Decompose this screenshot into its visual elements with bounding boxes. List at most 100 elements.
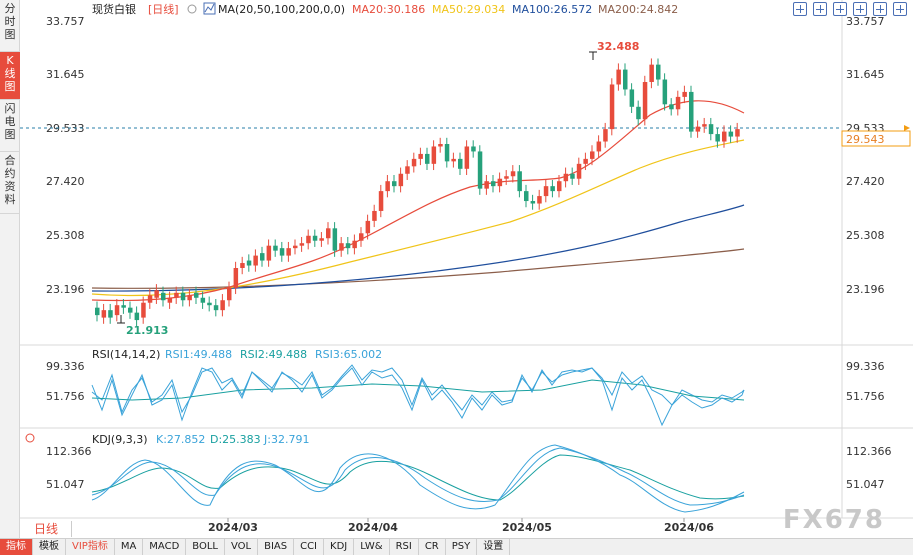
rsi-tick-right: 99.336 [846, 360, 885, 373]
tab-timeshare[interactable]: 分 时 图 [0, 0, 20, 52]
candle-body [279, 248, 285, 256]
candle-body [537, 196, 542, 204]
right-price-tick: 27.420 [846, 175, 885, 188]
candle-body [95, 307, 100, 316]
candle-body [576, 163, 582, 179]
ma20-line [91, 100, 745, 302]
chart-type-sidebar: 分 时 图 K 线 图 闪 电 图 合 约 资 料 [0, 0, 20, 538]
right-price-tick: 23.196 [846, 283, 885, 296]
left-price-tick: 23.196 [46, 283, 85, 296]
date-label: 2024/05 [502, 521, 552, 534]
candle-body [590, 151, 595, 159]
tab-settings[interactable]: 设置 [477, 539, 511, 555]
candle-body [385, 181, 390, 192]
tab-bias[interactable]: BIAS [258, 539, 295, 555]
kdj-tick-right: 51.047 [846, 478, 885, 491]
candle-body [359, 233, 364, 241]
tab-contract-info[interactable]: 合 约 资 料 [0, 152, 20, 214]
tab-boll[interactable]: BOLL [186, 539, 225, 555]
tab-cci[interactable]: CCI [294, 539, 325, 555]
zoom-in-icon[interactable] [793, 2, 807, 16]
candle-body [154, 290, 159, 298]
candle-body [372, 210, 377, 221]
candle-body [326, 228, 331, 239]
candle-body [464, 146, 470, 169]
kdj-d-line [91, 454, 745, 501]
candle-body [299, 243, 305, 246]
candle-body [517, 171, 522, 192]
kline-chart[interactable]: 现货白银 [日线] MA(20,50,100,200,0,0) MA20:30.… [20, 0, 913, 538]
tab-ma[interactable]: MA [115, 539, 144, 555]
candle-body [161, 292, 166, 301]
price-marker-arrow-icon [904, 125, 910, 131]
candle-body [649, 64, 654, 82]
tab-vol[interactable]: VOL [225, 539, 259, 555]
candle-body [504, 176, 509, 179]
candle-body [524, 191, 529, 202]
candle-body [623, 69, 628, 90]
kdj-tick-left: 51.047 [46, 478, 85, 491]
candle-body [194, 292, 199, 298]
candle-body [365, 220, 371, 234]
tab-rsi[interactable]: RSI [390, 539, 419, 555]
tab-cr[interactable]: CR [419, 539, 446, 555]
kdj-d-value: D:25.383 [210, 433, 261, 446]
period-selector[interactable]: 日线 [22, 521, 72, 537]
rsi-tick-left: 51.756 [46, 390, 85, 403]
tab-kline[interactable]: K 线 图 [0, 52, 20, 100]
move-right-icon[interactable] [853, 2, 867, 16]
ma-chart-icon [203, 2, 216, 15]
tab-template[interactable]: 模板 [33, 539, 66, 555]
candle-body [167, 297, 173, 303]
candle-body [220, 300, 225, 311]
tab-kdj[interactable]: KDJ [324, 539, 355, 555]
fullscreen-icon[interactable] [873, 2, 887, 16]
tab-vip-indicators[interactable]: VIP指标 [66, 539, 115, 555]
candle-body [425, 153, 430, 164]
candle-body [180, 292, 186, 301]
candle-body [141, 302, 146, 318]
move-left-icon[interactable] [833, 2, 847, 16]
candle-body [339, 243, 344, 251]
candle-body [431, 146, 437, 164]
sun-settings-icon[interactable] [25, 433, 35, 443]
settings-icon[interactable] [187, 4, 197, 14]
ma200-value: MA200:24.842 [598, 3, 678, 16]
candle-body [405, 166, 410, 174]
rsi-tick-right: 51.756 [846, 390, 885, 403]
zoom-out-icon[interactable] [813, 2, 827, 16]
candle-body [708, 124, 714, 135]
candle-body [227, 287, 232, 301]
candle-body [722, 131, 727, 142]
candle-body [642, 82, 648, 120]
left-price-tick: 33.757 [46, 15, 85, 28]
date-label: 2024/03 [208, 521, 258, 534]
candle-body [609, 84, 615, 130]
tab-lw[interactable]: LW& [354, 539, 390, 555]
ma50-value: MA50:29.034 [432, 3, 505, 16]
candle-body [451, 158, 456, 162]
refresh-icon[interactable] [893, 2, 907, 16]
candle-body [662, 79, 668, 105]
period-label: [日线] [148, 2, 179, 16]
candle-body [273, 245, 278, 251]
left-price-tick: 25.308 [46, 229, 85, 242]
kdj-k-value: K:27.852 [156, 433, 205, 446]
candle-body [471, 146, 476, 152]
tab-flash-chart[interactable]: 闪 电 图 [0, 100, 20, 152]
tab-indicators[interactable]: 指标 [0, 539, 33, 555]
candle-body [735, 129, 740, 137]
candle-body [352, 240, 357, 249]
candle-body [187, 295, 192, 301]
kdj-tick-left: 112.366 [46, 445, 92, 458]
rsi3-line [91, 367, 745, 427]
ma20-value: MA20:30.186 [352, 3, 425, 16]
rsi2-line [91, 379, 745, 401]
kdj-j-line [91, 444, 745, 513]
kdj-j-value: J:32.791 [263, 433, 309, 446]
tab-macd[interactable]: MACD [143, 539, 187, 555]
candle-body [108, 310, 113, 318]
candle-body [293, 245, 298, 249]
watermark-logo: FX678 [782, 505, 885, 535]
tab-psy[interactable]: PSY [446, 539, 478, 555]
